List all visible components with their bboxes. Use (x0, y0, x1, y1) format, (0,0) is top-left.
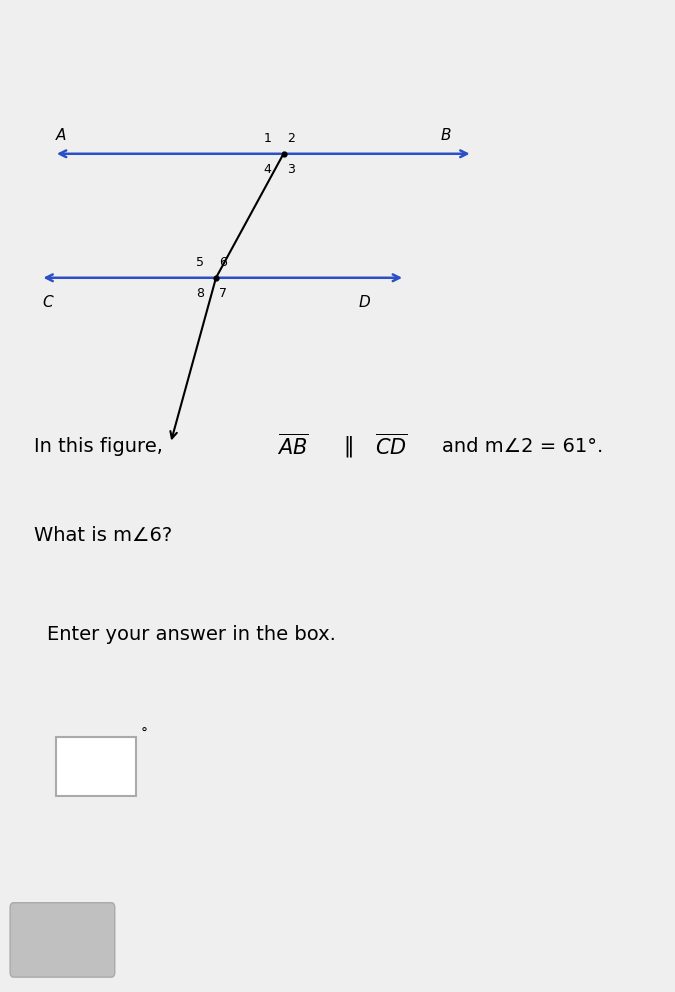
Text: and m∠2 = 61°.: and m∠2 = 61°. (442, 436, 603, 456)
Text: C: C (42, 295, 53, 310)
Text: $\Vert$: $\Vert$ (343, 434, 352, 459)
Text: 4: 4 (263, 163, 271, 176)
Text: In this figure,: In this figure, (34, 436, 163, 456)
Text: 3: 3 (287, 163, 295, 176)
Text: $\overline{CD}$: $\overline{CD}$ (375, 434, 407, 459)
Text: 6: 6 (219, 256, 227, 269)
Text: 7: 7 (219, 287, 227, 300)
Text: 5: 5 (196, 256, 204, 269)
Text: B: B (440, 128, 451, 144)
Text: D: D (358, 295, 371, 310)
FancyBboxPatch shape (10, 903, 115, 977)
FancyBboxPatch shape (56, 737, 136, 796)
Text: 1: 1 (263, 132, 271, 145)
Text: 8: 8 (196, 287, 204, 300)
Text: A: A (55, 128, 66, 144)
Text: °: ° (140, 727, 147, 741)
Text: ◄: ◄ (55, 930, 70, 949)
Text: 2: 2 (287, 132, 295, 145)
Text: Enter your answer in the box.: Enter your answer in the box. (47, 625, 336, 645)
Text: What is m∠6?: What is m∠6? (34, 526, 172, 546)
Text: $\overline{AB}$: $\overline{AB}$ (277, 434, 308, 459)
